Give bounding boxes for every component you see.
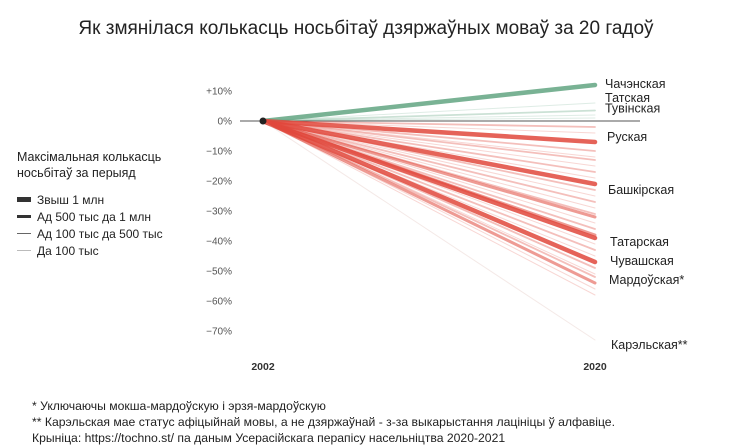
series-line xyxy=(262,117,596,122)
x-tick-label: 2002 xyxy=(251,361,275,373)
series-line-Карэльская xyxy=(262,120,596,341)
series-line xyxy=(262,120,596,128)
y-tick-label: 0% xyxy=(218,117,233,128)
legend-label: Звыш 1 млн xyxy=(37,192,105,207)
legend-label: Ад 100 тыс да 500 тыс xyxy=(37,226,163,241)
x-axis: 2002 2020 xyxy=(251,361,607,373)
footnote-mordovian: * Уключаючы мокша-мардоўскую і эрзя-мард… xyxy=(32,399,326,413)
series-line xyxy=(262,120,596,296)
series-line xyxy=(262,120,596,224)
series-label: Мардоўская* xyxy=(609,273,684,287)
series-line-Чувашская xyxy=(260,118,598,265)
series-line xyxy=(261,119,597,219)
y-tick-label: −40% xyxy=(206,237,232,248)
series-label: Татская xyxy=(605,91,650,105)
y-tick-label: −50% xyxy=(206,267,232,278)
series-line xyxy=(262,120,596,158)
series-line-Башкірская xyxy=(260,118,598,187)
series-label: Башкірская xyxy=(608,183,674,197)
series-label: Татарская xyxy=(610,235,669,249)
legend-label: Да 100 тыс xyxy=(37,243,99,258)
legend-swatch xyxy=(17,215,31,218)
legend-item-under-100k: Да 100 тыс xyxy=(17,242,217,259)
legend-swatch xyxy=(17,250,31,251)
source-note: Крыніца: https://tochno.st/ па даным Усе… xyxy=(32,431,506,445)
y-tick-label: +10% xyxy=(206,87,232,98)
legend-swatch xyxy=(17,197,31,202)
footnote-karelian: ** Карэльская мае статус афіцыйнай мовы,… xyxy=(32,415,615,429)
y-tick-label: −10% xyxy=(206,147,232,158)
series-line xyxy=(262,120,596,161)
y-axis: +10% 0% −10% −20% −30% −40% −50% −60% −70% xyxy=(206,87,640,338)
legend-item-500k-1m: Ад 500 тыс да 1 млн xyxy=(17,208,217,225)
legend-title: Максімальная колькасць носьбітаў за перы… xyxy=(17,150,162,180)
series-label: Тувінская xyxy=(605,102,660,116)
series-label: Карэльская** xyxy=(611,338,688,352)
legend: Максімальная колькасць носьбітаў за перы… xyxy=(17,149,217,259)
series-line-Мардоўская xyxy=(261,119,597,285)
series-line xyxy=(262,114,596,122)
origin-point xyxy=(259,117,267,125)
series-lines xyxy=(259,82,598,341)
legend-label: Ад 500 тыс да 1 млн xyxy=(37,209,152,224)
legend-swatch xyxy=(17,232,31,235)
series-label: Руская xyxy=(607,130,647,144)
y-tick-label: −20% xyxy=(206,177,232,188)
legend-item-100k-500k: Ад 100 тыс да 500 тыс xyxy=(17,225,217,242)
footnotes: * Уключаючы мокша-мардоўскую і эрзя-мард… xyxy=(32,398,615,446)
y-tick-label: −60% xyxy=(206,297,232,308)
series-line xyxy=(262,120,596,167)
series-line-Татарская xyxy=(260,118,598,241)
series-line xyxy=(262,120,596,203)
chart-title: Як змянілася колькасць носьбітаў дзяржаў… xyxy=(78,18,654,39)
series-line-Тувінская xyxy=(262,109,596,122)
y-tick-label: −70% xyxy=(206,327,232,338)
series-line-Руская xyxy=(260,118,598,145)
series-label: Чувашская xyxy=(610,254,674,268)
x-tick-label: 2020 xyxy=(583,361,607,373)
series-label: Чачэнская xyxy=(605,77,666,91)
series-line-Чачэнская xyxy=(260,82,598,124)
legend-item-over-1m: Звыш 1 млн xyxy=(17,191,217,208)
y-tick-label: −30% xyxy=(206,207,232,218)
series-line-Татская xyxy=(262,102,596,122)
